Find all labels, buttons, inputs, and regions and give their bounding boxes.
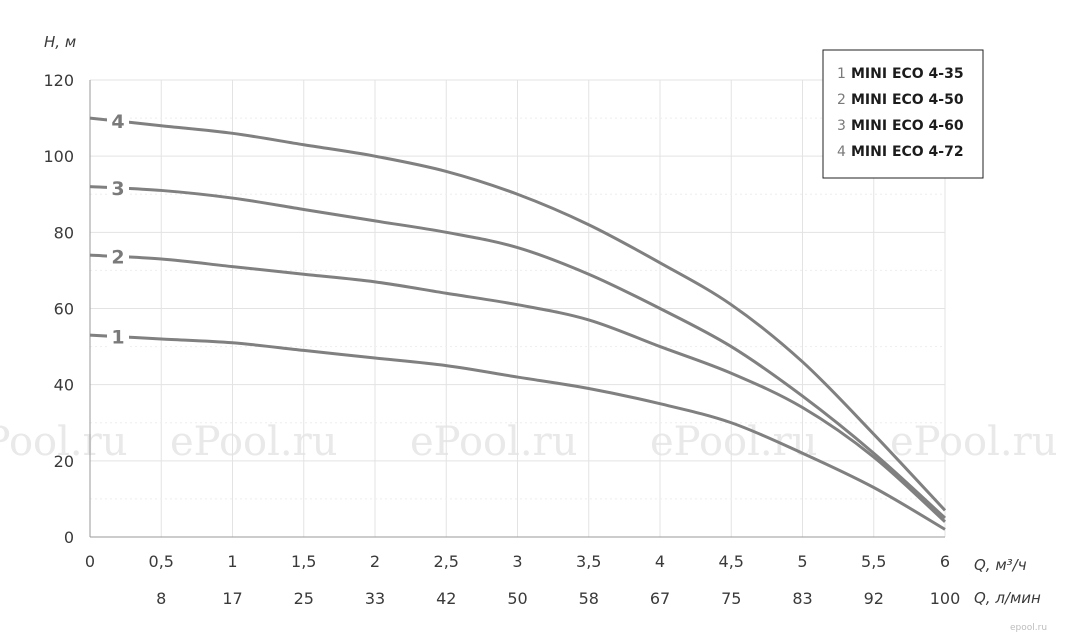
x2-tick-label: 67 — [650, 589, 670, 608]
x-tick-label: 0 — [85, 552, 95, 571]
legend-item-name: MINI ECO 4-50 — [851, 92, 964, 108]
curve-series-2 — [89, 253, 947, 523]
x2-tick-label: 75 — [721, 589, 741, 608]
curve-label-4: 4 — [111, 111, 124, 133]
x2-axis-label: Q, л/мин — [974, 589, 1041, 607]
watermark-text-4: ePool.ru — [890, 419, 1058, 465]
legend-item-number: 4 — [837, 144, 846, 160]
corner-watermark: epool.ru — [1010, 623, 1047, 633]
x-tick-label: 2,5 — [434, 552, 459, 571]
axes-layer: 0 20 40 60 80 100 120 0 0,5 1 1,5 2 2,5 3 3,5 4 4,5 5 5,5 6… — [43, 71, 960, 608]
x-tick-label: 0,5 — [149, 552, 174, 571]
y-tick-label: 60 — [54, 300, 74, 319]
y-tick-label: 100 — [43, 147, 74, 166]
legend-item-name: MINI ECO 4-72 — [851, 144, 964, 160]
legend-item-number: 2 — [837, 92, 846, 108]
watermark-text-0: ePool.ru — [0, 419, 128, 465]
curves-layer: 1 2 3 4 — [89, 110, 947, 531]
x-tick-label: 4 — [655, 552, 665, 571]
watermark-text-2: ePool.ru — [410, 419, 578, 465]
legend-item-number: 1 — [837, 66, 846, 82]
curve-label-bg — [107, 325, 129, 348]
x2-tick-label: 83 — [792, 589, 812, 608]
x2-tick-label: 50 — [507, 589, 527, 608]
x2-tick-label: 33 — [365, 589, 385, 608]
legend-item-name: MINI ECO 4-60 — [851, 118, 964, 134]
x2-tick-label: 100 — [930, 589, 961, 608]
x-tick-label: 3 — [512, 552, 522, 571]
x-tick-label: 5,5 — [861, 552, 886, 571]
x2-tick-label: 25 — [294, 589, 314, 608]
legend: 1 MINI ECO 4-35 2 MINI ECO 4-50 3 MINI ECO 4-… — [822, 49, 984, 179]
x2-tick-label: 17 — [222, 589, 242, 608]
y-tick-label: 40 — [54, 376, 74, 395]
curve-label-2: 2 — [111, 247, 124, 269]
y-tick-label: 0 — [64, 528, 74, 547]
x2-tick-label: 8 — [156, 589, 166, 608]
x-tick-label: 6 — [940, 552, 950, 571]
curve-series-1 — [89, 333, 946, 531]
watermark-text-1: ePool.ru — [170, 419, 338, 465]
x-tick-label: 1 — [227, 552, 237, 571]
watermark-layer: ePool.ru ePool.ru ePool.ru ePool.ru ePool.ru — [0, 419, 1058, 465]
x2-tick-label: 92 — [864, 589, 884, 608]
x2-tick-label: 42 — [436, 589, 456, 608]
curve-label-3: 3 — [111, 178, 124, 200]
curve-label-bg — [107, 245, 129, 268]
y-tick-label: 20 — [54, 452, 74, 471]
legend-item-name: MINI ECO 4-35 — [851, 66, 964, 82]
y-tick-label: 120 — [43, 71, 74, 90]
curve-label-bg — [107, 110, 129, 133]
y-axis-label: H, м — [44, 33, 76, 51]
x-axis-label: Q, м³/ч — [974, 556, 1027, 574]
x-tick-label: 1,5 — [291, 552, 316, 571]
grid-layer — [90, 79, 946, 537]
legend-box — [822, 49, 984, 179]
y-tick-label: 80 — [54, 223, 74, 242]
curve-label-1: 1 — [111, 327, 124, 349]
curve-label-bg — [107, 177, 129, 200]
x-tick-label: 3,5 — [576, 552, 601, 571]
legend-item-number: 3 — [837, 118, 846, 134]
curve-series-4 — [89, 116, 947, 512]
curve-series-3 — [89, 185, 947, 520]
x-tick-label: 2 — [370, 552, 380, 571]
x2-tick-label: 58 — [579, 589, 599, 608]
x-tick-label: 4,5 — [719, 552, 744, 571]
watermark-text-3: ePool.ru — [650, 419, 818, 465]
x-tick-label: 5 — [797, 552, 807, 571]
